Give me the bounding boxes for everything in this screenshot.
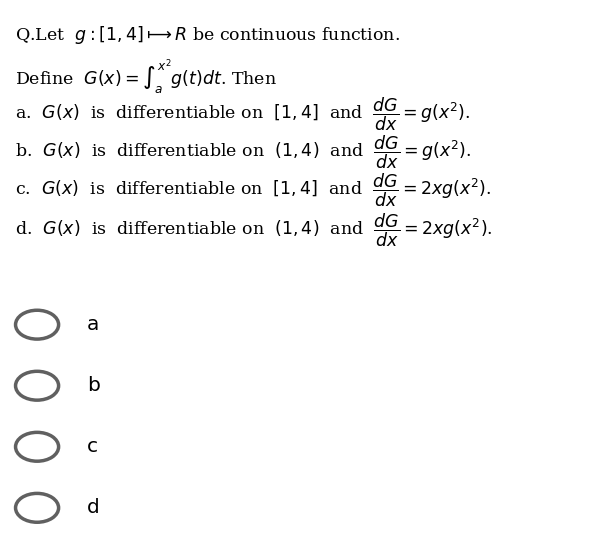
- Text: b: b: [87, 376, 100, 395]
- Text: Q.Let  $g : [1, 4] \longmapsto R$ be continuous function.: Q.Let $g : [1, 4] \longmapsto R$ be cont…: [15, 24, 400, 47]
- Text: b.  $G(x)$  is  differentiable on  $(1,4)$  and  $\dfrac{dG}{dx} = g(x^2)$.: b. $G(x)$ is differentiable on $(1,4)$ a…: [15, 133, 471, 170]
- Text: c.  $G(x)$  is  differentiable on  $[1,4]$  and  $\dfrac{dG}{dx} = 2xg(x^2)$.: c. $G(x)$ is differentiable on $[1,4]$ a…: [15, 172, 492, 209]
- Text: c: c: [87, 437, 97, 456]
- Text: a: a: [87, 315, 99, 334]
- Text: d: d: [87, 498, 99, 517]
- Text: Define  $G(x) = \int_a^{x^2} g(t)dt$. Then: Define $G(x) = \int_a^{x^2} g(t)dt$. The…: [15, 58, 277, 97]
- Text: d.  $G(x)$  is  differentiable on  $(1,4)$  and  $\dfrac{dG}{dx} = 2xg(x^2)$.: d. $G(x)$ is differentiable on $(1,4)$ a…: [15, 212, 493, 249]
- Text: a.  $G(x)$  is  differentiable on  $[1,4]$  and  $\dfrac{dG}{dx} = g(x^2)$.: a. $G(x)$ is differentiable on $[1,4]$ a…: [15, 96, 471, 133]
